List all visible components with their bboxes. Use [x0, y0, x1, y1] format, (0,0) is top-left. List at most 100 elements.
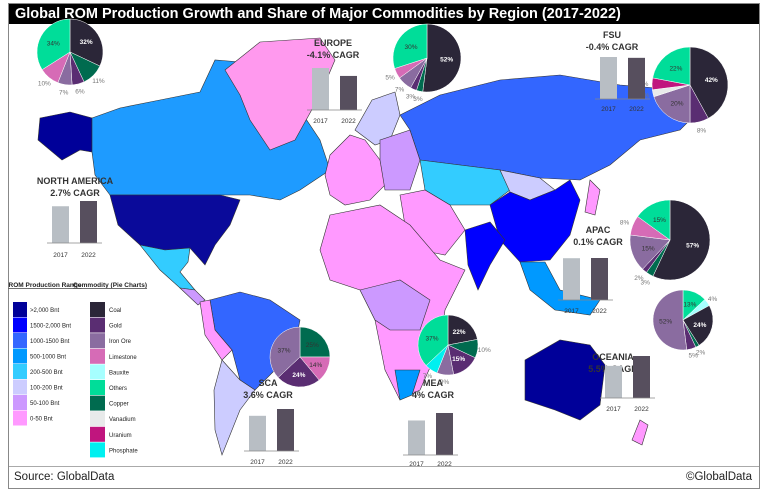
pie-label: 7%	[59, 89, 69, 96]
legend-range-swatch	[13, 302, 27, 317]
region-name: SCA	[258, 378, 278, 388]
bar-year-label: 2022	[278, 459, 293, 466]
bar-2022	[436, 413, 453, 455]
bar-year-label: 2022	[341, 118, 356, 125]
legend-range-swatch	[13, 379, 27, 395]
map-mexico	[139, 244, 196, 291]
legend-range-label: 500-1000 Bnt	[30, 355, 66, 361]
bar-2017	[563, 258, 580, 300]
pie-slice-iron-ore	[652, 289, 688, 351]
pie-label: 8%	[620, 220, 630, 227]
pie-slice-others	[652, 46, 691, 86]
legend-range-label: 100-200 Bnt	[30, 386, 63, 392]
bar-year-label: 2017	[250, 459, 265, 466]
bar-2017	[605, 365, 622, 398]
bar-2017	[600, 57, 617, 99]
legend-range-swatch	[13, 348, 27, 364]
pie-label: 3%	[413, 96, 423, 103]
map-new-zealand	[631, 419, 649, 446]
region-name: EUROPE	[314, 38, 352, 48]
map-japan	[584, 179, 601, 216]
region-cagr: 3.6% CAGR	[243, 390, 293, 400]
legend-commodity-swatch	[90, 442, 105, 458]
legend-range-label: 1000-1500 Bnt	[30, 339, 70, 345]
pie-label: 37%	[278, 348, 291, 355]
region-sca: 25% 14% 24% 37% SCA 3.6% CAGR 2017 2022	[243, 326, 331, 466]
pie-slice-others	[637, 199, 671, 241]
legend-range-swatch	[13, 364, 27, 379]
region-cagr: -4.1% CAGR	[307, 50, 360, 60]
pie-label: 4%	[708, 296, 718, 303]
legend-commodity-label: Uranium	[109, 433, 132, 439]
map-china	[489, 179, 581, 263]
pie-slice-iron-ore	[653, 84, 691, 124]
region-apac: 57% 3%2% 15% 8% 15% APAC 0.1% CAGR 2017 2022	[558, 199, 711, 315]
region-name: FSU	[603, 30, 621, 40]
legend-commodity-title: Commodity (Pie Charts)	[73, 282, 147, 289]
region-mea: 22% 10% 15% 9% 7% 37% MEA 4% CAGR 2017 2022	[403, 314, 491, 468]
bar-2022	[628, 57, 645, 99]
legend-range-label: 200-500 Bnt	[30, 370, 63, 376]
legend-commodity-swatch	[90, 411, 105, 427]
legend-commodity-label: Gold	[109, 324, 122, 330]
pie-label: 8%	[697, 127, 707, 134]
bar-year-label: 2017	[564, 308, 579, 315]
pie-label: 6%	[75, 88, 85, 95]
pie-label: 42%	[705, 77, 718, 84]
legend-commodity-swatch	[90, 348, 105, 364]
map-india	[464, 221, 506, 291]
map-central-america	[179, 287, 206, 306]
pie-label: 2%	[634, 275, 644, 282]
pie-slice-coal	[422, 23, 462, 93]
pie-slice-coal	[682, 305, 714, 346]
pie-slice-coal	[652, 199, 711, 281]
pie-slice-others	[392, 23, 428, 69]
map-canada	[91, 59, 331, 201]
pie-slice-others	[36, 18, 71, 71]
bar-year-label: 2017	[53, 252, 68, 259]
pie-label: 2%	[696, 350, 706, 357]
legend-commodity-swatch	[90, 333, 105, 349]
legend-commodity-label: Vanadium	[109, 417, 136, 423]
bar-2022	[591, 258, 608, 300]
pie-label: 10%	[478, 347, 491, 354]
legend-range-label: 0-50 Bnt	[30, 417, 53, 423]
region-cagr: 4% CAGR	[412, 390, 455, 400]
legend-range-swatch	[13, 395, 27, 410]
legend-commodity-label: Phosphate	[109, 448, 138, 454]
pie-slice-gold	[277, 356, 320, 388]
pie-label: 22%	[453, 329, 466, 336]
bar-year-label: 2022	[592, 308, 607, 315]
pie-label: 15%	[642, 245, 655, 252]
chart-frame	[8, 3, 760, 489]
bar-2022	[277, 409, 294, 451]
pie-label: 37%	[426, 336, 439, 343]
legend-commodity-label: Others	[109, 386, 127, 392]
bar-2017	[312, 68, 329, 110]
region-name: OCEANIA	[592, 352, 634, 362]
map-southeast-asia	[519, 261, 601, 316]
pie-label: 11%	[92, 78, 105, 85]
pie-label: 24%	[693, 322, 706, 329]
legend-range-label: 50-100 Bnt	[30, 401, 60, 407]
legend-range-label: 1500-2,000 Bnt	[30, 324, 71, 330]
map-africa-central	[359, 279, 431, 331]
pie-label: 20%	[671, 100, 684, 107]
pie-label: 25%	[306, 342, 319, 349]
pie-label: 52%	[440, 57, 453, 64]
pie-label: 5%	[689, 353, 699, 360]
legend-range-swatch	[13, 410, 27, 426]
map-alaska	[37, 111, 93, 161]
pie-label: 3%	[406, 94, 416, 101]
pie-label: 15%	[653, 217, 666, 224]
pie-label: 7%	[395, 87, 405, 94]
map-south-africa	[394, 369, 421, 401]
pie-slice-coal	[69, 18, 104, 67]
pie-label: 3%	[640, 280, 650, 287]
map-greenland	[224, 37, 336, 151]
bar-2017	[249, 415, 266, 451]
bar-year-label: 2022	[634, 406, 649, 413]
pie-label: 9%	[440, 379, 450, 386]
pie-label: 22%	[669, 66, 682, 73]
